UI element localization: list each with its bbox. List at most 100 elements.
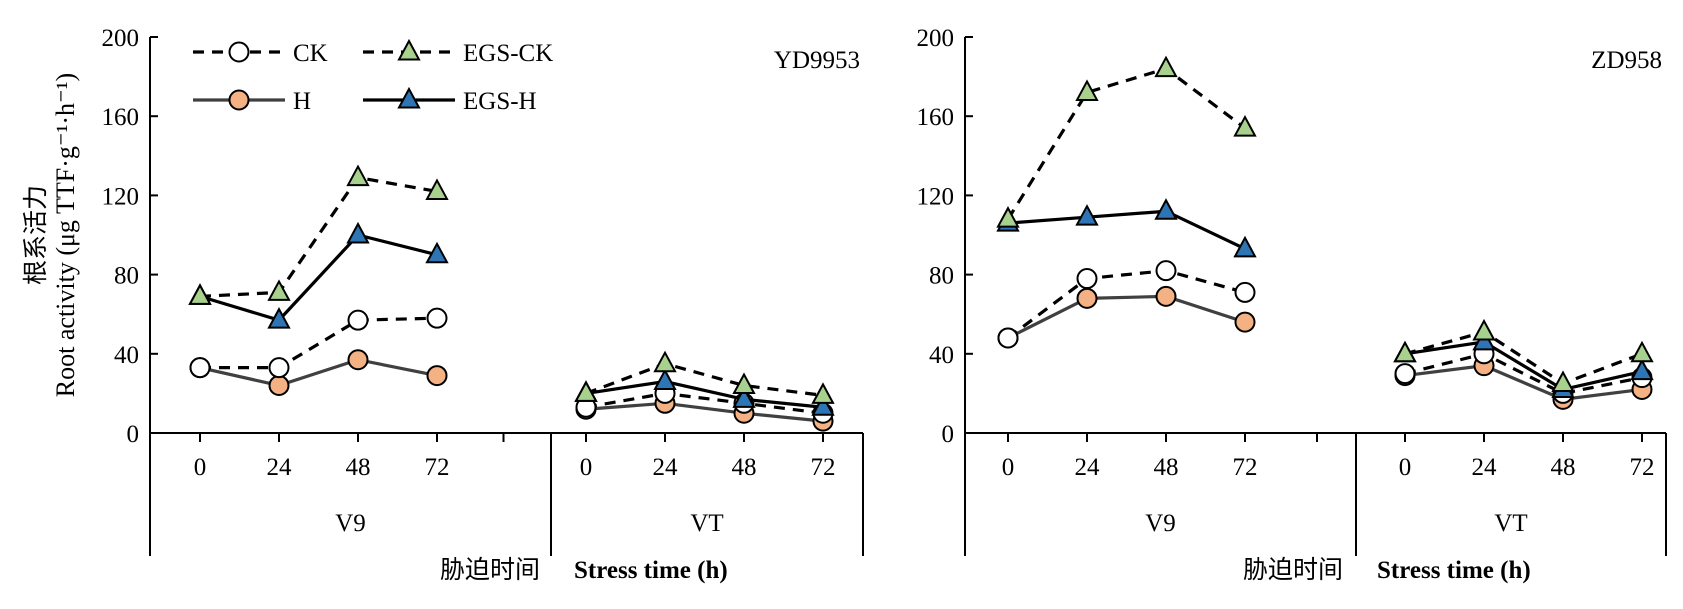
chart-panel-yd9953: 0 40 80 120 160 200 0 24 48 72 V9 0 24 48 72 VT YD9953 <box>102 25 864 556</box>
data-point-egs-ck <box>653 350 677 373</box>
series-ck <box>997 260 1653 404</box>
x-tick-label: 72 <box>1630 454 1655 481</box>
x-tick-label: 24 <box>1075 454 1101 481</box>
x-tick-label: 0 <box>1399 454 1412 481</box>
data-point-egs-ck <box>1233 114 1257 137</box>
data-point-egs-ck <box>1551 370 1575 392</box>
xlabel-cn-right: 胁迫时间 <box>1243 555 1343 584</box>
data-point-ck <box>189 357 211 379</box>
x-tick-label: 72 <box>1233 454 1258 481</box>
data-point-ck <box>1155 260 1177 282</box>
data-point-egs-h <box>267 307 291 329</box>
data-point-ck <box>1234 281 1256 303</box>
y-tick-label: 120 <box>102 183 140 210</box>
data-point-egs-ck <box>188 283 212 305</box>
legend-marker <box>228 89 250 111</box>
series-line-h <box>1404 364 1643 401</box>
y-tick-label: 40 <box>929 342 954 369</box>
legend-item-h: H <box>193 88 311 115</box>
series-line-egs-h <box>1007 209 1246 251</box>
series-egs-ck <box>188 164 835 404</box>
data-point-ck <box>997 327 1019 349</box>
x-tick-label: 0 <box>580 454 593 481</box>
data-point-egs-h <box>732 386 756 408</box>
data-point-egs-ck <box>267 279 291 301</box>
x-tick-label: 24 <box>653 454 679 481</box>
legend-label: EGS-CK <box>463 40 553 67</box>
y-tick-label: 40 <box>114 342 139 369</box>
x-tick-label: 24 <box>267 454 293 481</box>
series-line-ck <box>1007 269 1246 340</box>
data-point-egs-ck <box>574 380 598 402</box>
series-egs-ck <box>996 55 1654 392</box>
series-line-h <box>199 358 438 388</box>
series-line-egs-ck <box>1404 330 1643 386</box>
data-point-egs-ck <box>1472 318 1496 341</box>
y-tick-label: 120 <box>917 183 955 210</box>
data-point-egs-ck <box>346 164 370 187</box>
xlabel-cn-left: 胁迫时间 <box>440 555 540 584</box>
panel-title: YD9953 <box>774 47 860 74</box>
group-label-v9: V9 <box>1145 510 1176 537</box>
legend-label: CK <box>293 40 328 67</box>
series-line-h <box>585 401 824 423</box>
data-point-egs-ck <box>1154 55 1178 78</box>
data-point-h <box>1076 287 1098 309</box>
data-point-egs-h <box>1075 204 1099 226</box>
x-tick-label: 48 <box>1551 454 1576 481</box>
y-tick-label: 160 <box>917 104 955 131</box>
data-point-h <box>1234 311 1256 333</box>
x-tick-label: 48 <box>1154 454 1179 481</box>
series-line-egs-h <box>1404 340 1643 392</box>
group-label-v9: V9 <box>335 510 366 537</box>
data-point-ck <box>1394 363 1416 385</box>
x-axis-title-right: 胁迫时间 Stress time (h) <box>1243 555 1531 584</box>
data-point-h <box>347 349 369 371</box>
legend-marker <box>397 86 421 109</box>
data-point-egs-ck <box>1393 340 1417 363</box>
y-axis-title-group: 根系活力 Root activity (μg TTF·g⁻¹·h⁻¹) <box>21 73 80 397</box>
legend-item-egs-ck: EGS-CK <box>363 38 553 67</box>
legend-item-ck: CK <box>193 40 328 67</box>
data-point-egs-h <box>1154 198 1178 220</box>
data-point-egs-h <box>811 394 835 416</box>
group-label-vt: VT <box>690 510 723 537</box>
series-line-ck <box>585 391 824 415</box>
x-tick-label: 48 <box>346 454 371 481</box>
series-ck <box>189 307 834 424</box>
data-point-egs-h <box>1233 235 1257 258</box>
data-point-h <box>268 374 290 396</box>
data-point-egs-h <box>1630 358 1654 381</box>
data-point-egs-h <box>653 368 677 391</box>
x-tick-label: 48 <box>732 454 757 481</box>
y-tick-label: 80 <box>929 263 954 290</box>
series-line-ck <box>200 316 438 370</box>
ylabel-cn: 根系活力 <box>21 185 50 285</box>
data-point-egs-ck <box>811 382 835 404</box>
ylabel-en: Root activity (μg TTF·g⁻¹·h⁻¹) <box>51 73 80 397</box>
y-tick-label: 160 <box>102 104 140 131</box>
data-point-egs-ck <box>1630 340 1654 363</box>
chart-panel-zd958: 0 40 80 120 160 200 0 24 48 72 V9 0 24 48 72 VT ZD958 <box>917 25 1667 556</box>
legend-label: EGS-H <box>463 88 537 115</box>
series-line-egs-ck <box>199 175 438 298</box>
y-tick-label: 0 <box>942 421 955 448</box>
x-tick-label: 0 <box>194 454 207 481</box>
data-point-ck <box>426 307 448 329</box>
y-tick-label: 0 <box>127 421 140 448</box>
group-label-vt: VT <box>1494 510 1527 537</box>
x-tick-label: 72 <box>811 454 836 481</box>
series-line-h <box>1007 294 1246 340</box>
y-tick-label: 200 <box>102 25 140 52</box>
x-tick-label: 72 <box>425 454 450 481</box>
x-tick-label: 0 <box>1002 454 1015 481</box>
data-point-egs-h <box>425 241 449 264</box>
data-point-egs-ck <box>732 372 756 394</box>
series-line-egs-h <box>585 379 824 409</box>
data-point-h <box>1155 285 1177 307</box>
series-line-egs-ck <box>1006 66 1246 221</box>
series-line-egs-h <box>199 233 438 322</box>
data-point-egs-ck <box>996 206 1020 228</box>
panel-title: ZD958 <box>1591 47 1662 74</box>
